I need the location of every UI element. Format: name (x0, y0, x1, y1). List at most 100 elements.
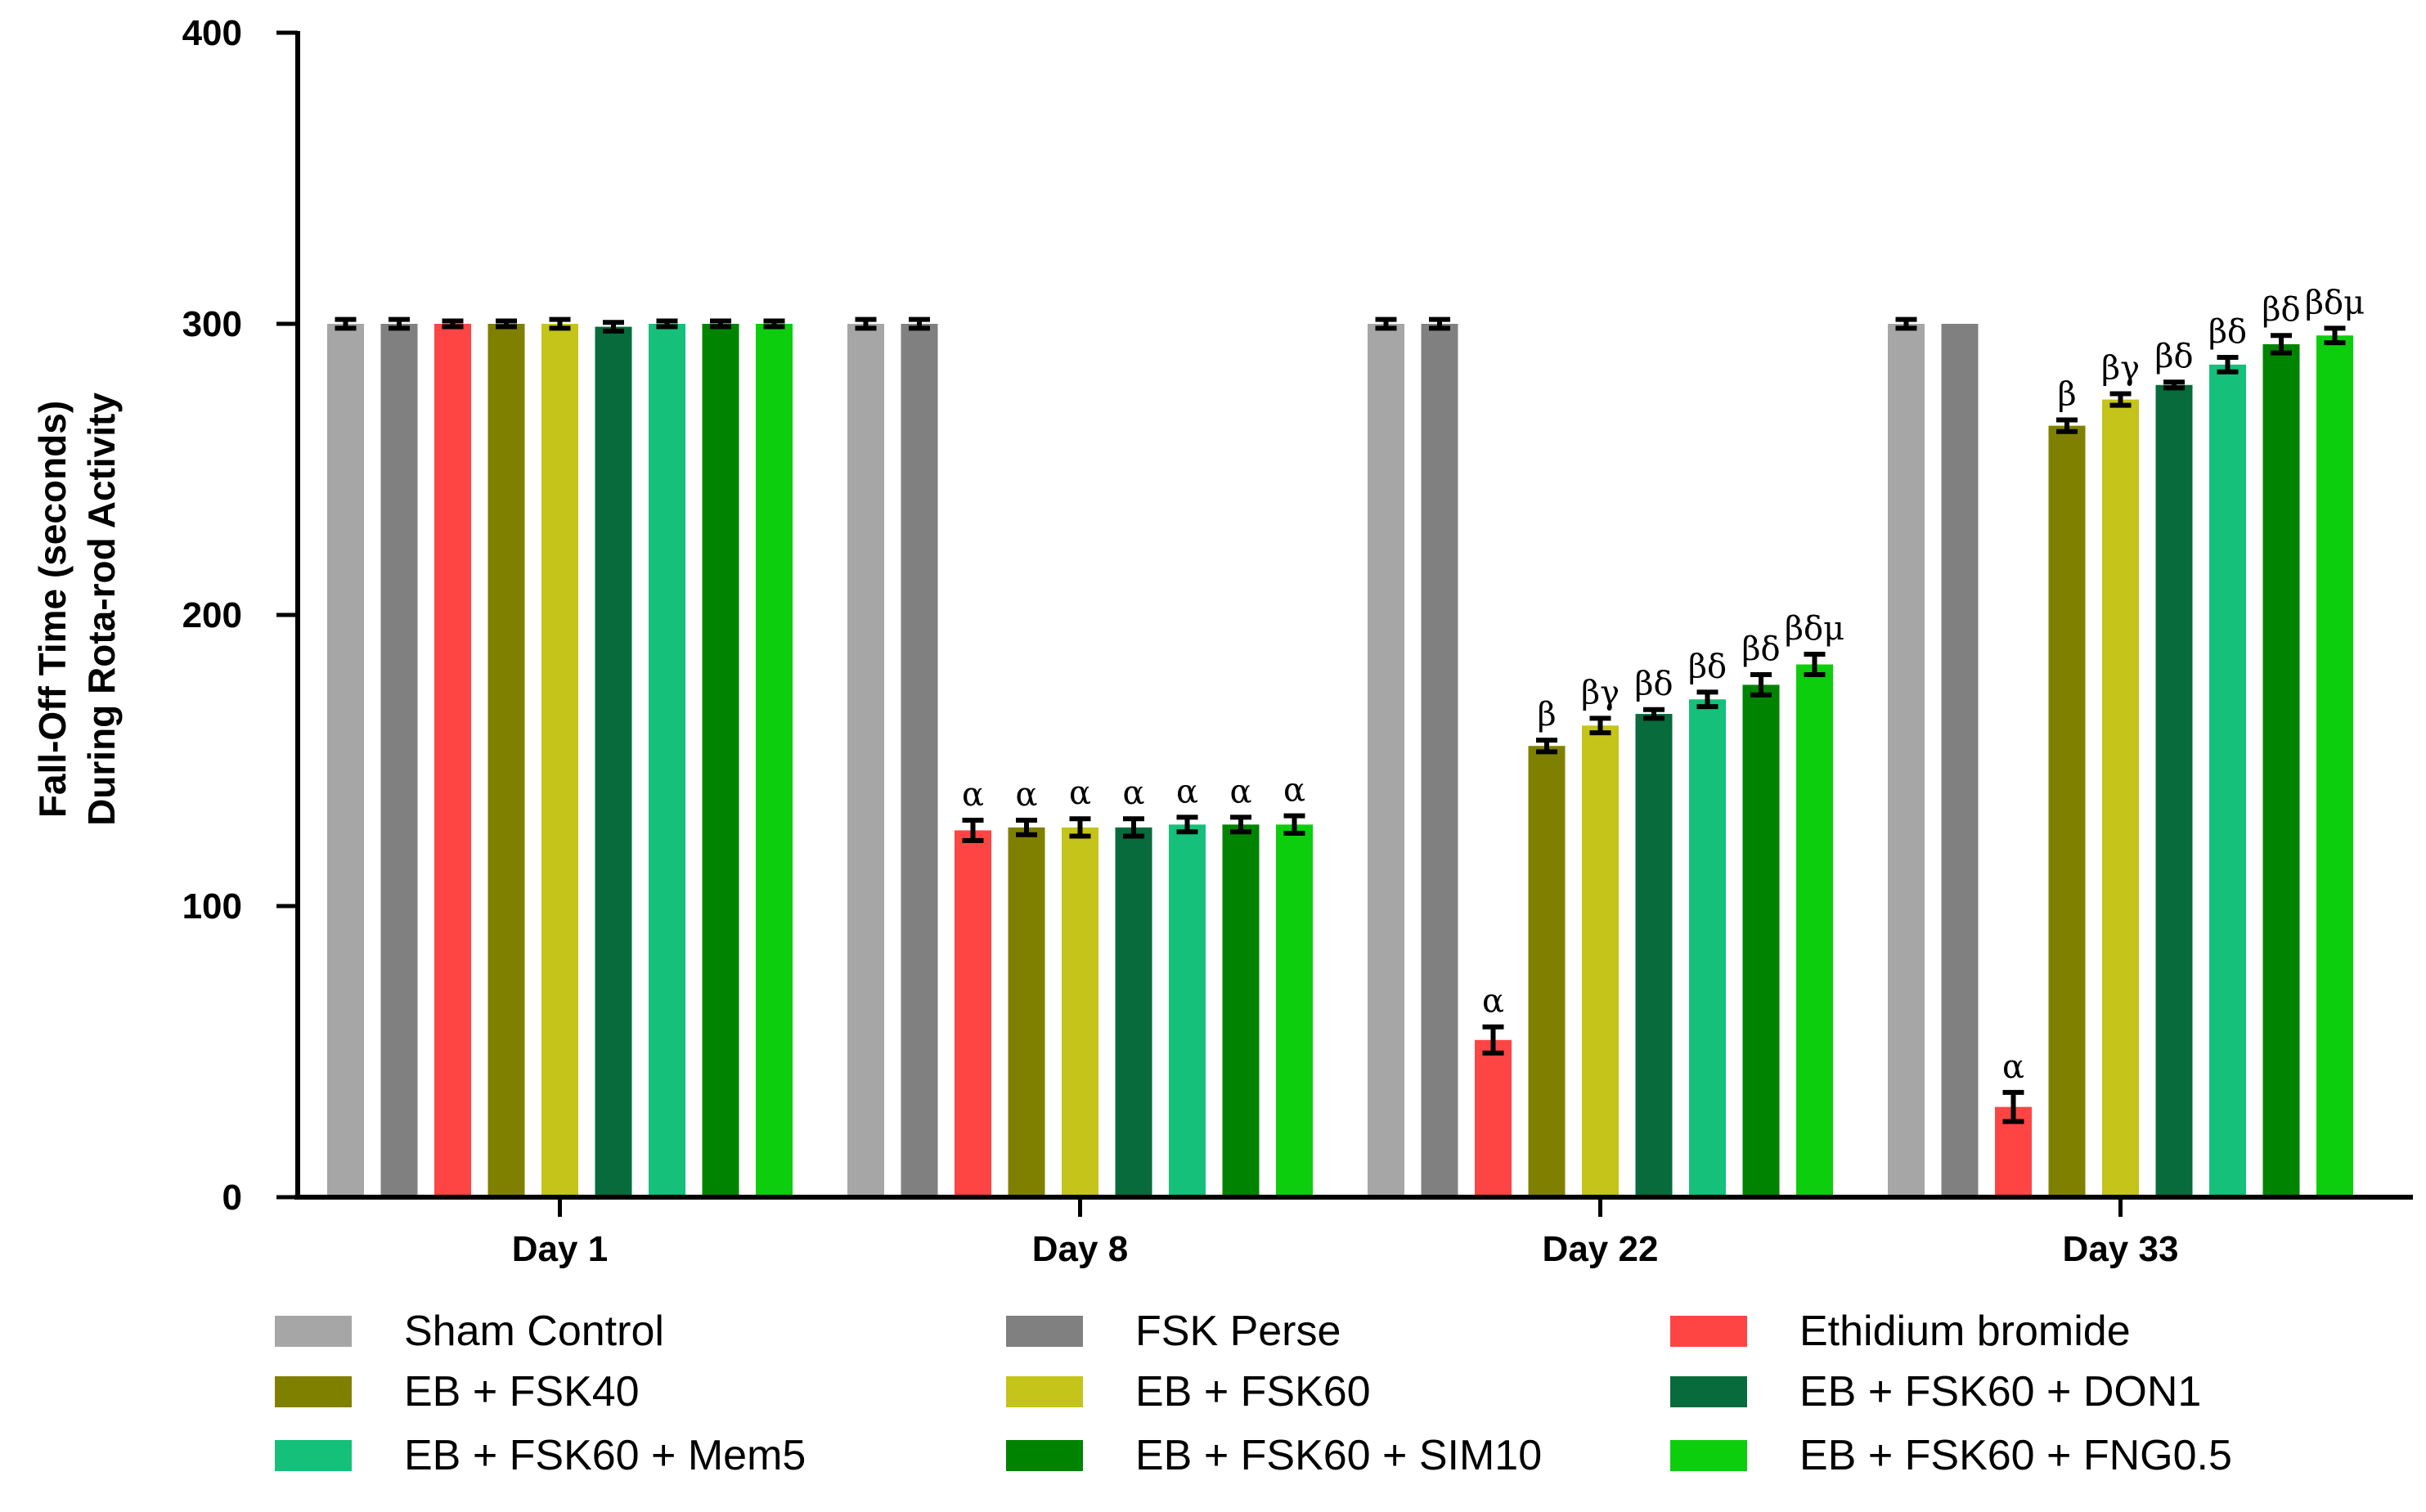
chart: Fall-Off Time (seconds) During Rota-rod … (31, 13, 2413, 1269)
legend-label: EB + FSK60 + FNG0.5 (1799, 1432, 2232, 1479)
bar-ethidium-bromide-day-1 (434, 324, 471, 1197)
significance-label: α (1122, 774, 1144, 812)
bar-fsk-perse-day-8 (901, 324, 938, 1197)
legend: Sham Control FSK Perse Ethidium bromide EB … (0, 1292, 2426, 1512)
legend-label: FSK Perse (1135, 1308, 1341, 1355)
bar-eb-fsk40-day-1 (487, 324, 525, 1197)
bar-ethidium-bromide-day-8 (955, 830, 991, 1197)
significance-label: β (1537, 696, 1556, 734)
bar-eb-fsk60-fng0-5-day-33 (2316, 335, 2353, 1197)
legend-swatch (275, 1440, 352, 1471)
significance-label: α (1283, 772, 1305, 810)
legend-item: EB + FSK60 + SIM10 (1006, 1431, 1542, 1480)
bar-eb-fsk60-sim10-day-33 (2262, 343, 2300, 1197)
bar-sham-control-day-8 (847, 324, 884, 1197)
y-tick-label: 200 (182, 595, 242, 635)
significance-label: β (2057, 375, 2076, 413)
legend-swatch (275, 1316, 352, 1347)
bar-eb-fsk60-day-33 (2102, 399, 2139, 1197)
error-bars (335, 316, 2346, 1124)
legend-swatch (1670, 1376, 1747, 1407)
significance-label: α (2002, 1048, 2024, 1086)
bar-sham-control-day-22 (1368, 324, 1404, 1197)
legend-swatch (1006, 1440, 1083, 1471)
bar-eb-fsk60-fng0-5-day-8 (1276, 824, 1313, 1197)
legend-label: EB + FSK60 + Mem5 (404, 1432, 806, 1479)
bar-fsk-perse-day-1 (380, 324, 418, 1197)
significance-label: βδ (2208, 313, 2247, 351)
legend-swatch (1670, 1440, 1747, 1471)
y-ticks: 0 100 200 300 400 (182, 13, 298, 1218)
significance-label: α (962, 776, 984, 814)
bar-eb-fsk60-sim10-day-1 (702, 324, 739, 1197)
bar-sham-control-day-1 (327, 324, 364, 1197)
significance-label: βδ (2262, 291, 2300, 329)
significance-label: βγ (1581, 674, 1620, 711)
bar-eb-fsk60-day-8 (1062, 827, 1098, 1197)
legend-label: EB + FSK60 (1135, 1368, 1371, 1416)
bar-eb-fsk40-day-33 (2048, 425, 2086, 1197)
legend-item: EB + FSK60 + DON1 (1670, 1367, 2201, 1416)
legend-item: EB + FSK60 + Mem5 (275, 1431, 806, 1480)
bar-eb-fsk60-mem5-day-1 (649, 324, 685, 1197)
legend-swatch (275, 1376, 352, 1407)
x-ticks: Day 1 Day 8 Day 22 Day 33 (512, 1197, 2179, 1269)
bar-eb-fsk60-mem5-day-33 (2209, 364, 2246, 1198)
significance-label: βδ (2154, 338, 2193, 375)
legend-item: FSK Perse (1006, 1307, 1341, 1356)
significance-label: α (1015, 776, 1037, 814)
significance-label: βδ (1634, 666, 1673, 703)
bar-eb-fsk60-sim10-day-8 (1222, 824, 1260, 1197)
legend-swatch (1670, 1316, 1747, 1347)
bar-eb-fsk60-mem5-day-22 (1689, 699, 1726, 1197)
significance-label: βγ (2101, 349, 2140, 387)
bar-fsk-perse-day-33 (1941, 324, 1979, 1197)
x-tick-label: Day 33 (2063, 1229, 2179, 1269)
x-tick-label: Day 8 (1032, 1229, 1128, 1269)
significance-label: α (1482, 983, 1504, 1021)
significance-label: βδ (1741, 630, 1780, 668)
bar-eb-fsk40-day-22 (1528, 746, 1566, 1197)
legend-item: EB + FSK60 + FNG0.5 (1670, 1431, 2232, 1480)
bar-eb-fsk60-day-1 (541, 324, 578, 1197)
significance-label: βδ (1688, 648, 1727, 685)
y-axis-label-line-1: Fall-Off Time (seconds) (31, 401, 74, 818)
legend-label: Sham Control (404, 1308, 664, 1355)
bar-eb-fsk60-fng0-5-day-1 (756, 324, 793, 1197)
bar-eb-fsk60-fng0-5-day-22 (1796, 664, 1833, 1197)
bar-eb-fsk60-day-22 (1582, 725, 1619, 1197)
legend-swatch (1006, 1316, 1083, 1347)
y-tick-label: 300 (182, 304, 242, 344)
legend-label: EB + FSK60 + DON1 (1799, 1368, 2202, 1416)
legend-item: EB + FSK60 (1006, 1367, 1371, 1416)
legend-item: Sham Control (275, 1307, 664, 1356)
significance-label: α (1069, 774, 1091, 812)
bar-fsk-perse-day-22 (1421, 324, 1458, 1197)
x-tick-label: Day 1 (512, 1229, 608, 1269)
bar-eb-fsk40-day-8 (1008, 827, 1045, 1197)
bar-eb-fsk60-mem5-day-8 (1169, 824, 1206, 1197)
bar-eb-fsk60-sim10-day-22 (1742, 684, 1780, 1197)
bar-eb-fsk60-don1-day-8 (1115, 827, 1152, 1197)
y-tick-label: 0 (222, 1178, 242, 1218)
bar-ethidium-bromide-day-22 (1475, 1039, 1512, 1197)
significance-label: α (1176, 773, 1198, 810)
legend-item: Ethidium bromide (1670, 1307, 2131, 1356)
bars (327, 324, 2353, 1198)
significance-label: βδμ (2305, 284, 2365, 321)
y-axis-label-line-2: During Rota-rod Activity (80, 393, 123, 826)
bar-eb-fsk60-don1-day-33 (2155, 384, 2193, 1197)
legend-swatch (1006, 1376, 1083, 1407)
bar-eb-fsk60-don1-day-22 (1635, 714, 1673, 1197)
y-tick-label: 100 (182, 886, 242, 926)
legend-label: EB + FSK40 (404, 1368, 640, 1416)
y-tick-label: 400 (182, 13, 242, 53)
legend-label: EB + FSK60 + SIM10 (1135, 1432, 1543, 1479)
x-tick-label: Day 22 (1543, 1229, 1659, 1269)
y-axis-label: Fall-Off Time (seconds) During Rota-rod … (31, 393, 123, 826)
legend-item: EB + FSK40 (275, 1367, 640, 1416)
legend-label: Ethidium bromide (1799, 1308, 2131, 1355)
significance-label: α (1229, 773, 1251, 810)
bar-sham-control-day-33 (1888, 324, 1925, 1197)
